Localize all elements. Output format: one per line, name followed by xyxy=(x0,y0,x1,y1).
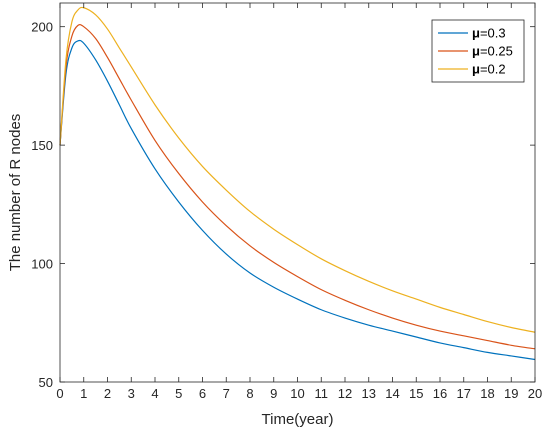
x-tick-label: 0 xyxy=(56,386,63,401)
x-tick-label: 3 xyxy=(128,386,135,401)
y-tick-label: 200 xyxy=(31,20,53,35)
y-tick-label: 100 xyxy=(31,257,53,272)
y-axis-title: The number of R nodes xyxy=(7,114,24,272)
x-tick-label: 15 xyxy=(409,386,423,401)
x-tick-label: 4 xyxy=(151,386,158,401)
x-tick-label: 1 xyxy=(80,386,87,401)
legend-label-3: μ=0.2 xyxy=(472,62,506,77)
x-tick-label: 7 xyxy=(223,386,230,401)
x-tick-label: 8 xyxy=(246,386,253,401)
x-tick-label: 14 xyxy=(385,386,399,401)
x-axis-title: Time(year) xyxy=(262,411,334,428)
x-tick-label: 10 xyxy=(290,386,304,401)
ticks-layer: 0 1 2 3 4 5 6 7 8 9 10 11 12 13 14 15 16 17 18 19 2050100150… xyxy=(31,3,542,401)
x-tick-label: 16 xyxy=(433,386,447,401)
legend-label-2: μ=0.25 xyxy=(472,44,513,59)
series-line-1 xyxy=(59,39,536,361)
x-tick-label: 6 xyxy=(199,386,206,401)
x-tick-label: 9 xyxy=(270,386,277,401)
x-tick-label: 17 xyxy=(457,386,471,401)
x-tick-label: 19 xyxy=(504,386,518,401)
x-tick-label: 20 xyxy=(528,386,542,401)
x-tick-label: 11 xyxy=(315,386,329,401)
x-tick-label: 12 xyxy=(338,386,352,401)
x-tick-label: 5 xyxy=(175,386,182,401)
x-tick-label: 13 xyxy=(362,386,376,401)
y-tick-label: 150 xyxy=(31,138,53,153)
x-tick-label: 2 xyxy=(104,386,111,401)
legend: μ=0.3 μ=0.25 μ=0.2 xyxy=(431,19,525,83)
y-tick-label: 50 xyxy=(39,375,53,390)
x-tick-label: 18 xyxy=(480,386,494,401)
series-line-2 xyxy=(59,24,536,350)
legend-label-1: μ=0.3 xyxy=(472,26,506,41)
